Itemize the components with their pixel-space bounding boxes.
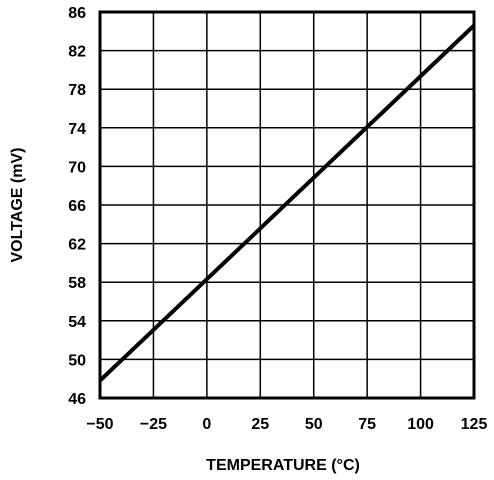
- y-tick-label: 78: [68, 82, 86, 99]
- series-line: [98, 24, 476, 383]
- y-tick-label: 82: [68, 44, 86, 61]
- x-tick-labels: −50 −25 0 25 50 75 100 125: [86, 416, 487, 433]
- y-tick-label: 50: [68, 352, 86, 369]
- y-tick-label: 74: [68, 121, 86, 138]
- x-tick-label: −25: [140, 416, 167, 433]
- y-tick-label: 58: [68, 275, 86, 292]
- y-tick-label: 86: [68, 5, 86, 22]
- x-tick-label: 100: [407, 416, 434, 433]
- y-tick-label: 54: [68, 314, 86, 331]
- y-tick-labels: 46 50 54 58 62 66 70 74 78 82 86: [68, 5, 86, 408]
- x-tick-label: 75: [358, 416, 376, 433]
- y-axis-title: VOLTAGE (mV): [9, 148, 26, 263]
- series-layer: [98, 24, 476, 383]
- x-tick-label: 50: [305, 416, 323, 433]
- y-tick-label: 70: [68, 159, 86, 176]
- y-tick-label: 66: [68, 198, 86, 215]
- x-axis-title: TEMPERATURE (°C): [206, 457, 360, 474]
- x-tick-label: 0: [202, 416, 211, 433]
- y-tick-label: 62: [68, 237, 86, 254]
- x-tick-label: −50: [86, 416, 113, 433]
- x-tick-label: 125: [461, 416, 488, 433]
- y-tick-label: 46: [68, 391, 86, 408]
- plot-frame: [98, 10, 476, 400]
- x-tick-label: 25: [251, 416, 269, 433]
